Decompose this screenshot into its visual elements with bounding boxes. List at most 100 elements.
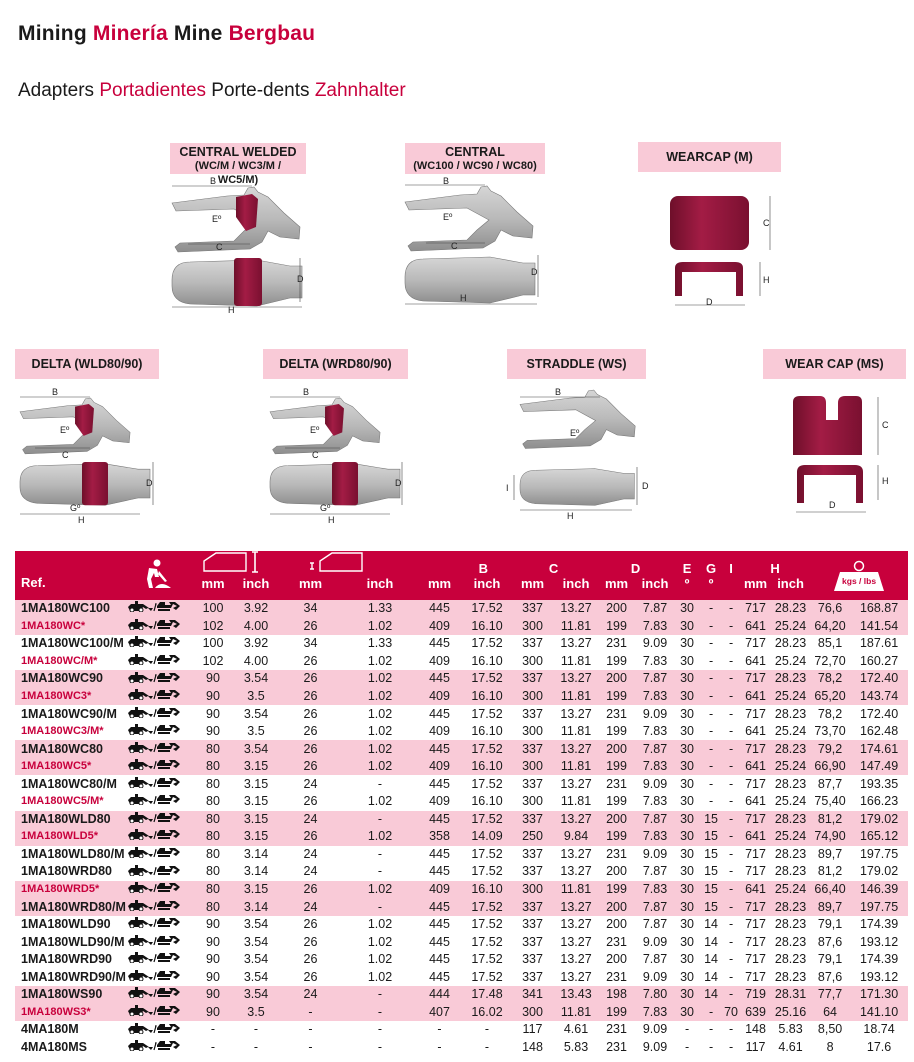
e-deg: 30	[674, 880, 701, 899]
c-inch: 5.83	[563, 1039, 589, 1054]
d-inch: 7.87	[642, 917, 668, 932]
table-row: 1MA180WS90 90 3.54 24-444 17.48 341 13.43 198 7.…	[15, 986, 909, 1004]
h-mm: 717	[745, 636, 766, 651]
header-mm: mm	[510, 576, 556, 600]
title-es: Minería	[92, 22, 168, 45]
weight-lbs: 187.61	[859, 636, 899, 651]
i-value: -	[722, 600, 741, 618]
ref-code: 1MA180WLD5*	[15, 828, 118, 846]
g-deg: -	[708, 653, 714, 668]
subtitle-de: Zahnhalter	[314, 80, 406, 101]
h-mm: 641	[740, 880, 772, 899]
i-value: -	[728, 1039, 734, 1054]
ref-code: 1MA180WRD90	[21, 952, 113, 967]
ref-code: 1MA180WC100	[15, 600, 118, 618]
header-mm: mm	[190, 576, 236, 600]
weight-kgs: 87,6	[817, 934, 843, 949]
c-mm: 337	[510, 740, 556, 758]
c-inch: 11.81	[560, 794, 592, 809]
d-inch: 7.83	[642, 653, 668, 668]
h-inch: 28.23	[771, 600, 811, 618]
loader-excavator-icon	[118, 600, 190, 618]
h-inch: 25.24	[774, 653, 807, 668]
col2-inch: 1.02	[345, 880, 415, 899]
table-row: 1MA180WC/M* 102 4.00 26 1.02 409 16.10 300 11.81…	[15, 653, 908, 671]
i-value: -	[728, 724, 734, 739]
d-inch: 7.83	[636, 880, 675, 899]
wearcap-m-front-view	[670, 196, 749, 250]
c-mm: 337	[522, 917, 543, 932]
d-inch: 7.83	[642, 724, 668, 739]
c-inch: 13.27	[560, 636, 592, 651]
loader-excavator-icon	[118, 828, 190, 846]
col1-mm: 80	[190, 740, 236, 758]
b-inch: 16.10	[471, 653, 503, 668]
table-row: 1MA180WLD90 90 3.54 26 1.02 445 17.52 337 13.27 2…	[15, 916, 908, 934]
col2-mm: 34	[276, 600, 345, 618]
d-mm: 200	[597, 898, 637, 916]
c-inch: 11.81	[560, 653, 592, 668]
d-inch: 9.09	[642, 1022, 668, 1037]
col1-mm: 80	[206, 846, 220, 861]
b-inch: 16.10	[471, 794, 503, 809]
b-inch: 17.52	[464, 810, 511, 829]
i-value: -	[728, 917, 734, 932]
d-mm: 199	[606, 724, 627, 739]
h-mm: 717	[745, 934, 766, 949]
central-welded-top-view	[171, 258, 303, 307]
col2-mm: 24	[276, 986, 345, 1004]
table-row: 1MA180WRD5* 80 3.15 26 1.02 409 16.10 300 11.81 1…	[15, 880, 909, 899]
header-mm: mm	[276, 576, 345, 600]
loader-excavator-icon	[118, 705, 190, 723]
e-deg: 30	[674, 670, 701, 688]
col1-inch: 3.15	[236, 810, 276, 829]
h-mm: 639	[740, 1003, 772, 1022]
col1-inch: 3.5	[236, 1003, 276, 1022]
weight-kgs: 79,2	[810, 740, 851, 758]
b-mm: 445	[429, 864, 450, 879]
i-value: 70	[722, 1003, 741, 1022]
col2-inch: -	[377, 1022, 383, 1037]
col1-mm: -	[210, 1022, 216, 1037]
c-mm: 337	[522, 706, 543, 721]
d-mm: 231	[606, 706, 627, 721]
i-value: -	[728, 653, 734, 668]
i-value: -	[728, 969, 734, 984]
weight-kgs: 8	[826, 1039, 834, 1054]
col1-mm: 80	[206, 864, 220, 879]
col2-inch: -	[345, 810, 415, 829]
c-inch: 13.27	[555, 670, 598, 688]
table-row: 4MA180M - - - - - -117 4.61 231 9.09- - -148 5.83 8,5…	[15, 1021, 908, 1039]
h-inch: 25.24	[774, 724, 807, 739]
i-value: -	[728, 846, 734, 861]
col2-inch: 1.02	[345, 740, 415, 758]
d-mm: 231	[606, 846, 627, 861]
wearcap-ms-top-view	[797, 465, 863, 503]
g-deg: -	[700, 1003, 723, 1022]
dim-h: H	[882, 476, 889, 486]
loader-excavator-icon	[118, 880, 190, 899]
d-inch: 7.87	[642, 864, 668, 879]
panel-label-delta-wrd: DELTA (WRD80/90)	[263, 349, 408, 379]
col1-mm: -	[210, 1039, 216, 1054]
panel-title: WEARCAP (M)	[666, 150, 753, 164]
col2-inch: 1.33	[345, 600, 415, 618]
g-deg: 15	[700, 828, 723, 846]
b-mm: 445	[415, 898, 464, 916]
c-inch: 9.84	[555, 828, 598, 846]
c-inch: 11.81	[555, 757, 598, 776]
d-mm: 200	[606, 917, 627, 932]
ref-code: 1MA180WC3*	[15, 687, 118, 706]
panel-label-wearcap-m: WEARCAP (M)	[638, 142, 781, 172]
h-mm: 641	[740, 757, 772, 776]
col2-inch: 1.02	[345, 617, 415, 636]
c-mm: 300	[510, 1003, 556, 1022]
dim-b: B	[303, 387, 309, 397]
col1-mm: 90	[206, 724, 220, 739]
h-mm: 641	[740, 687, 772, 706]
weight-lbs: 174.39	[859, 952, 899, 967]
d-inch: 7.83	[636, 1003, 675, 1022]
c-inch: 13.27	[560, 864, 592, 879]
col1-mm: 100	[190, 600, 236, 618]
table-row: 1MA180WC100 100 3.92 34 1.33 445 17.52 337 13.27…	[15, 600, 909, 618]
